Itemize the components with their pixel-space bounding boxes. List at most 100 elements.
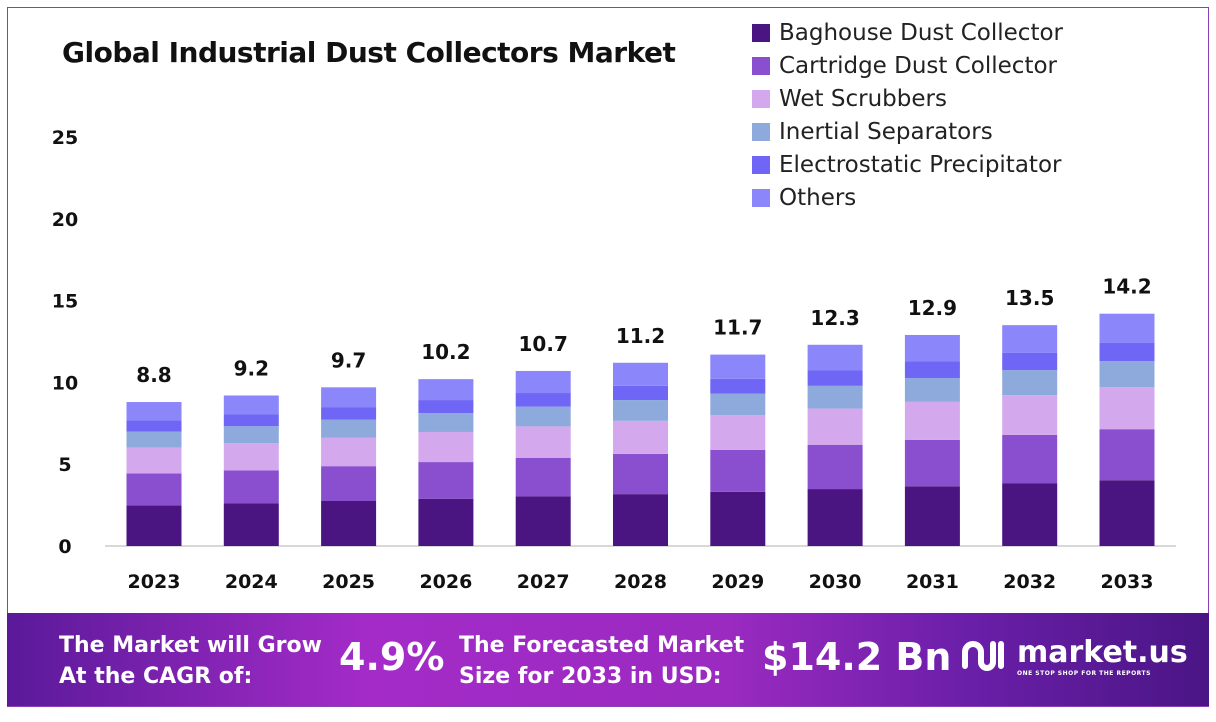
bar-segment bbox=[1002, 395, 1058, 435]
bar-segment bbox=[321, 419, 377, 438]
bar-segment bbox=[515, 426, 571, 458]
bar-segment bbox=[710, 491, 766, 546]
x-tick-label: 2031 bbox=[906, 571, 959, 593]
bar-segment bbox=[418, 498, 474, 546]
total-label: 9.7 bbox=[331, 348, 366, 372]
bar-segment bbox=[126, 447, 182, 474]
legend-item: Wet Scrubbers bbox=[752, 82, 1063, 115]
y-tick-label: 5 bbox=[58, 454, 71, 476]
cagr-label: The Market will Grow At the CAGR of: bbox=[59, 633, 322, 689]
x-tick-label: 2033 bbox=[1101, 571, 1154, 593]
legend-swatch bbox=[752, 56, 770, 75]
bar-segment bbox=[1002, 352, 1058, 371]
forecast-label: The Forecasted Market Size for 2033 in U… bbox=[459, 633, 745, 689]
bar-segment bbox=[1099, 480, 1155, 546]
bar-segment bbox=[1002, 325, 1058, 353]
bar-segment bbox=[1099, 361, 1155, 388]
total-label: 11.2 bbox=[616, 324, 665, 348]
x-tick-label: 2023 bbox=[128, 571, 181, 593]
bar-segment bbox=[515, 406, 571, 427]
bar-segment bbox=[515, 370, 571, 394]
chart-plot: 05101520258.820239.220249.7202510.220261… bbox=[52, 127, 1176, 593]
bar-segment bbox=[126, 420, 182, 432]
bar-segment bbox=[904, 377, 960, 402]
x-tick-label: 2027 bbox=[517, 571, 570, 593]
y-tick-label: 10 bbox=[52, 372, 78, 394]
bar-segment bbox=[904, 361, 960, 378]
bar-segment bbox=[126, 402, 182, 421]
bar-segment bbox=[418, 400, 474, 414]
bar-segment bbox=[613, 420, 668, 454]
brand-logo: market.us ONE STOP SHOP FOR THE REPORTS bbox=[957, 635, 1188, 677]
bar-segment bbox=[126, 431, 182, 448]
bar-segment bbox=[223, 503, 279, 546]
brand-name: market.us bbox=[1017, 635, 1188, 670]
x-tick-label: 2032 bbox=[1003, 571, 1056, 593]
bar-segment bbox=[710, 378, 766, 394]
bar-segment bbox=[904, 486, 960, 546]
bar-segment bbox=[418, 379, 474, 401]
bar-segment bbox=[1002, 434, 1058, 484]
forecast-value: $14.2 Bn bbox=[762, 635, 952, 679]
bar-segment bbox=[613, 400, 668, 421]
total-label: 12.9 bbox=[908, 296, 957, 320]
bar-segment bbox=[418, 431, 474, 463]
bar-segment bbox=[223, 443, 279, 471]
legend-label: Others bbox=[779, 184, 857, 211]
x-tick-label: 2024 bbox=[225, 571, 278, 593]
bar-segment bbox=[515, 496, 571, 546]
chart-frame bbox=[7, 7, 1209, 707]
legend-item: Inertial Separators bbox=[752, 115, 1063, 148]
bar-segment bbox=[515, 393, 571, 407]
legend-item: Baghouse Dust Collector bbox=[752, 16, 1063, 49]
x-tick-label: 2029 bbox=[711, 571, 764, 593]
legend-label: Electrostatic Precipitator bbox=[779, 151, 1062, 178]
total-label: 9.2 bbox=[234, 356, 269, 380]
y-tick-label: 20 bbox=[52, 209, 78, 231]
bar-segment bbox=[223, 414, 279, 427]
bar-segment bbox=[613, 385, 668, 401]
bar-segment bbox=[613, 362, 668, 386]
bar-segment bbox=[1099, 387, 1155, 430]
y-tick-label: 25 bbox=[52, 127, 78, 149]
bar-segment bbox=[223, 395, 279, 415]
legend-swatch bbox=[752, 89, 770, 108]
legend-label: Baghouse Dust Collector bbox=[779, 19, 1063, 46]
total-label: 10.7 bbox=[519, 332, 568, 356]
bar-segment bbox=[321, 501, 377, 546]
brand-tagline: ONE STOP SHOP FOR THE REPORTS bbox=[1017, 670, 1151, 677]
total-label: 10.2 bbox=[421, 340, 470, 364]
bar-segment bbox=[807, 408, 863, 445]
bar-segment bbox=[613, 453, 668, 495]
bar-segment bbox=[515, 457, 571, 497]
x-tick-label: 2030 bbox=[809, 571, 862, 593]
bar-segment bbox=[807, 370, 863, 386]
bar-segment bbox=[807, 489, 863, 546]
legend-item: Others bbox=[752, 181, 1063, 214]
bar-segment bbox=[710, 393, 766, 416]
total-label: 11.7 bbox=[713, 316, 762, 340]
legend: Baghouse Dust Collector Cartridge Dust Co… bbox=[752, 16, 1063, 214]
bar-segment bbox=[223, 426, 279, 444]
bar-segment bbox=[418, 462, 474, 499]
bar-segment bbox=[613, 494, 668, 546]
bar-segment bbox=[710, 449, 766, 492]
bar-segment bbox=[904, 439, 960, 487]
y-tick-label: 0 bbox=[58, 536, 71, 558]
bar-segment bbox=[321, 407, 377, 420]
legend-label: Cartridge Dust Collector bbox=[779, 52, 1057, 79]
legend-label: Inertial Separators bbox=[779, 118, 993, 145]
bar-segment bbox=[321, 466, 377, 502]
summary-banner: The Market will Grow At the CAGR of: 4.9… bbox=[7, 613, 1209, 706]
cagr-value: 4.9% bbox=[339, 635, 445, 679]
bar-segment bbox=[710, 354, 766, 379]
bar-segment bbox=[807, 385, 863, 409]
bar-segment bbox=[321, 437, 377, 467]
bar-segment bbox=[1099, 342, 1155, 362]
x-tick-label: 2026 bbox=[419, 571, 472, 593]
legend-swatch bbox=[752, 188, 770, 207]
bar-segment bbox=[1002, 370, 1058, 396]
legend-item: Cartridge Dust Collector bbox=[752, 49, 1063, 82]
x-tick-label: 2025 bbox=[322, 571, 375, 593]
bar-segment bbox=[223, 470, 279, 504]
